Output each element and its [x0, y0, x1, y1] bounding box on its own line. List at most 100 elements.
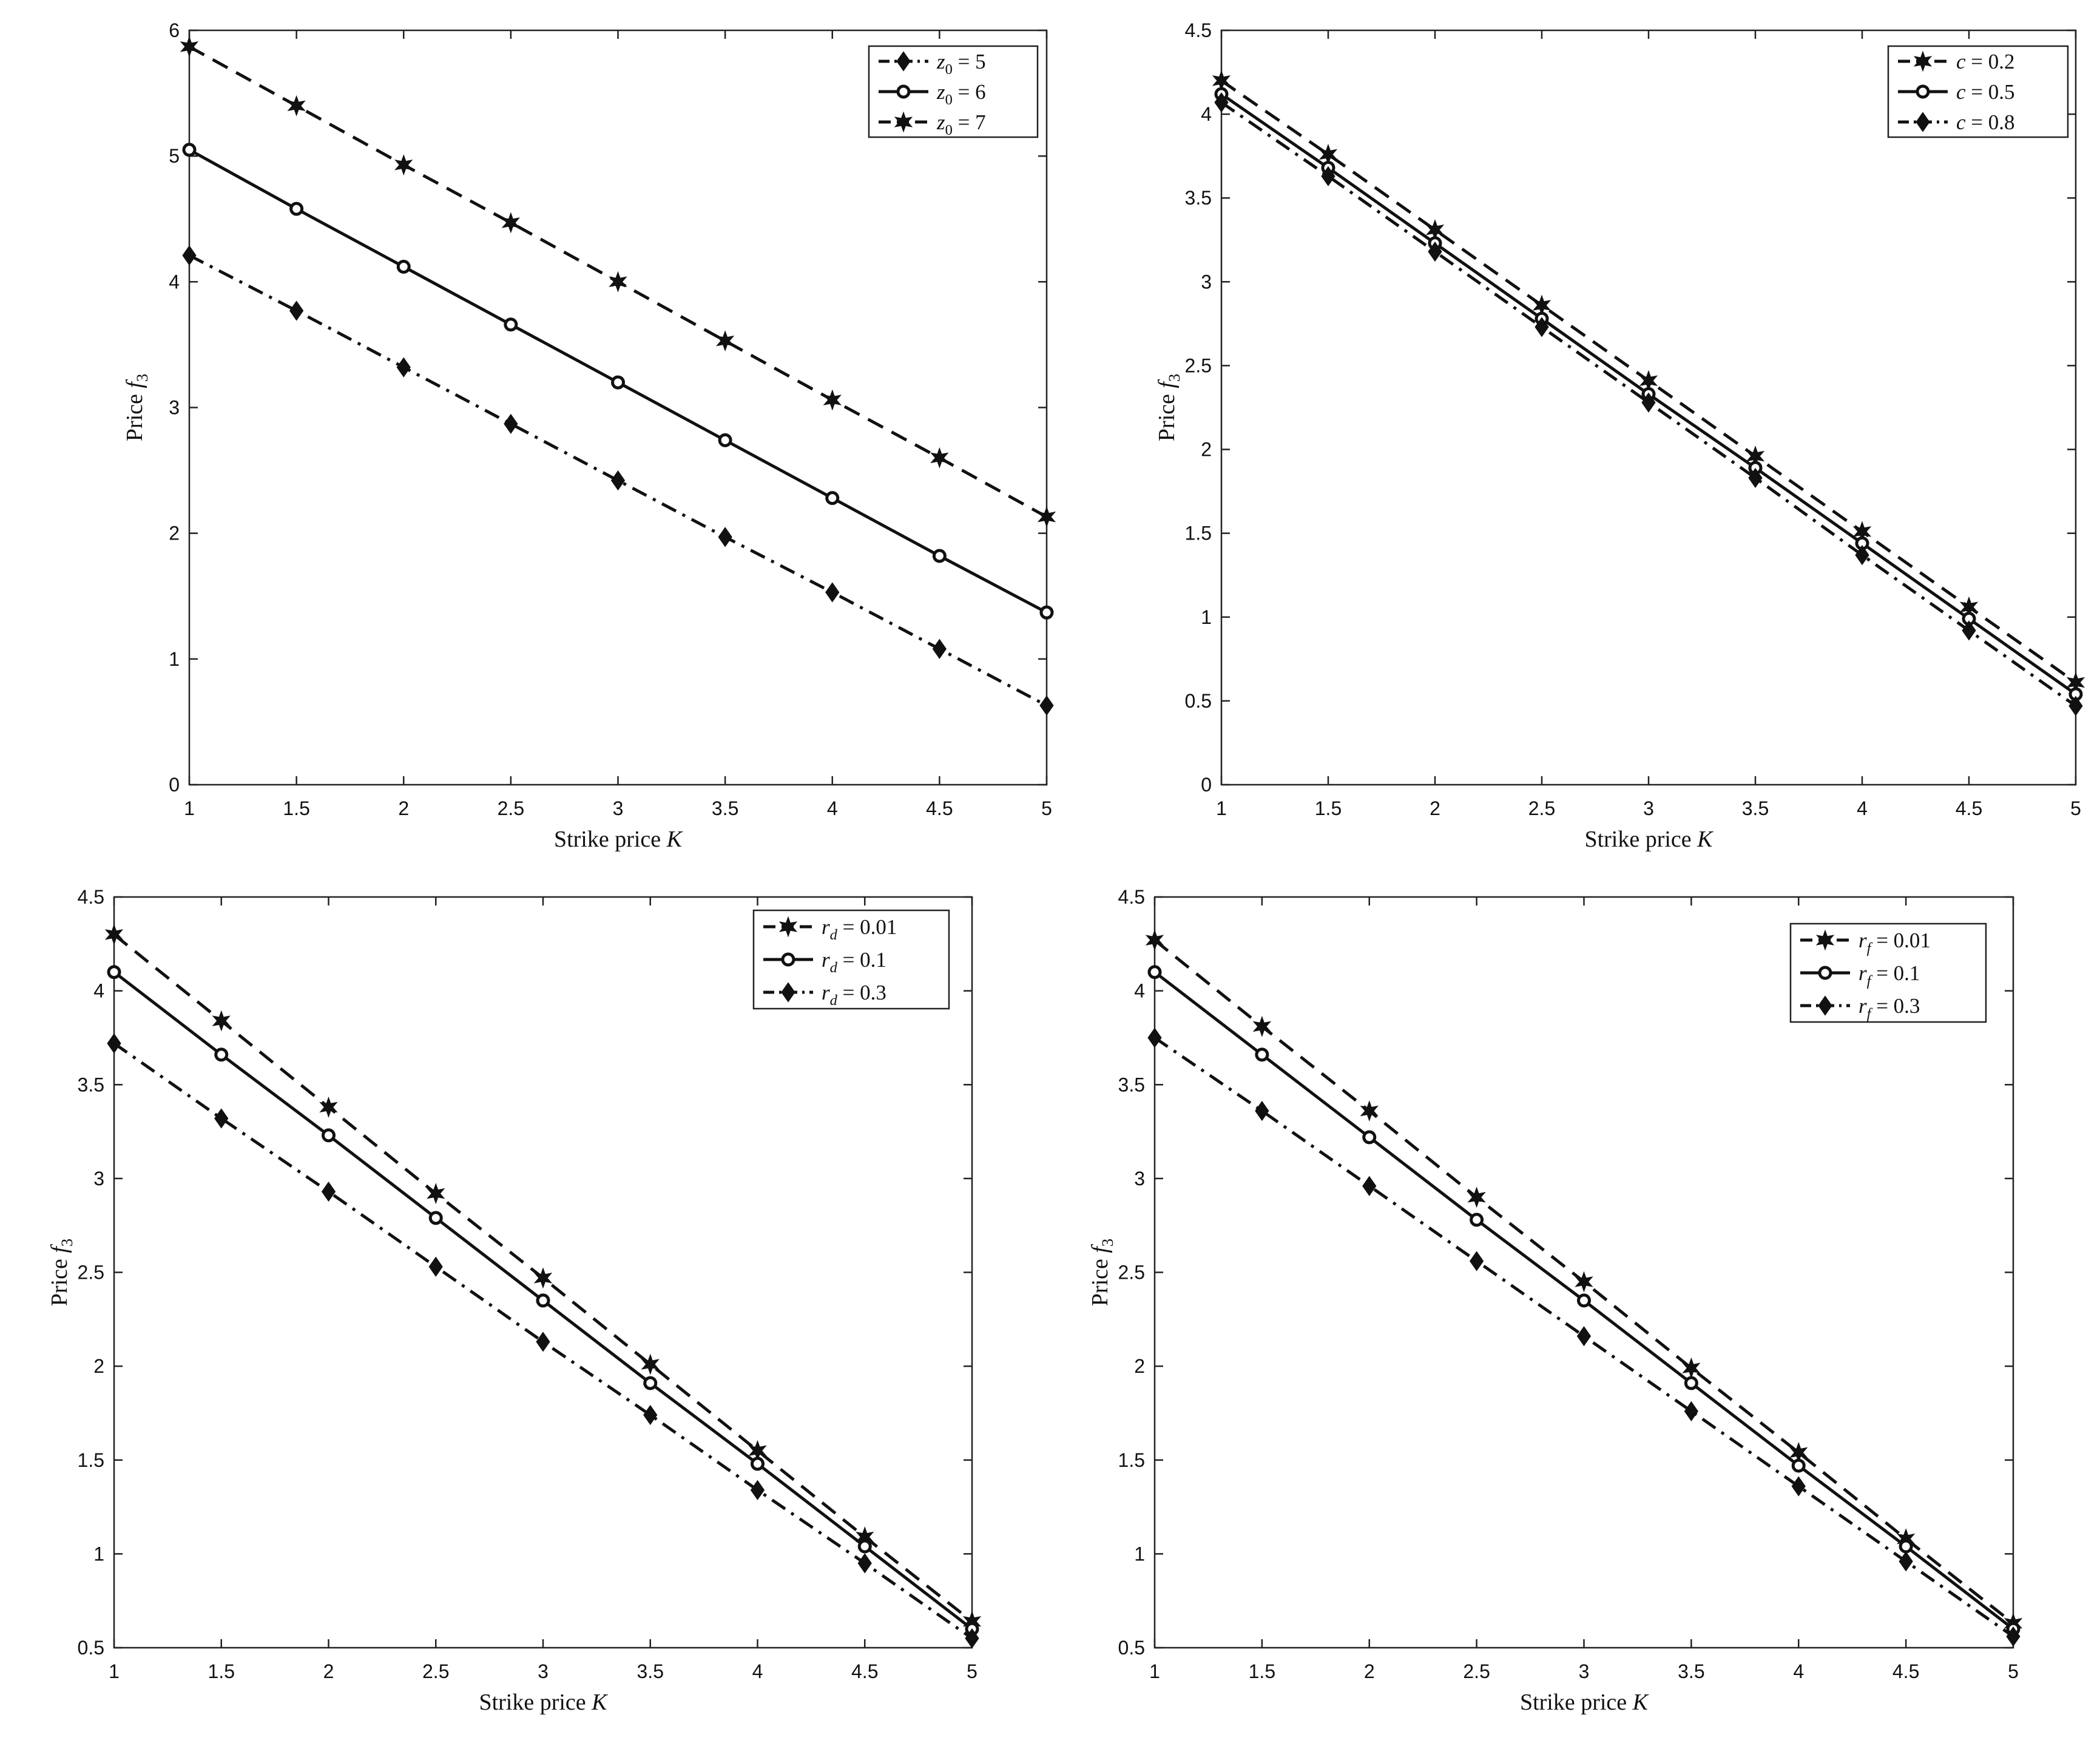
data-point-circle — [1899, 1539, 1913, 1554]
data-point-diamond — [214, 1108, 229, 1129]
x-tick-label: 3 — [613, 797, 624, 819]
y-tick-label: 3 — [1201, 271, 1212, 293]
x-tick-label: 2 — [398, 797, 409, 819]
data-point-star — [212, 1010, 231, 1032]
data-point-star — [930, 447, 949, 469]
x-tick-label: 5 — [967, 1660, 977, 1682]
data-point-diamond — [428, 1256, 443, 1277]
y-tick-label: 4.5 — [78, 886, 104, 908]
y-tick-label: 5 — [169, 145, 180, 167]
legend-label: c = 0.5 — [1956, 80, 2015, 104]
y-tick-label: 1 — [93, 1543, 104, 1565]
data-point-diamond — [1534, 317, 1549, 337]
x-tick-label: 2.5 — [1528, 797, 1555, 819]
legend-marker-diamond — [1818, 995, 1832, 1016]
y-tick-label: 3 — [169, 397, 180, 419]
data-point-star — [1467, 1186, 1486, 1208]
data-point-star — [427, 1183, 445, 1205]
x-tick-label: 1 — [1149, 1660, 1160, 1682]
legend-marker-circle — [781, 952, 795, 967]
data-point-circle — [643, 1376, 658, 1390]
y-tick-label: 0 — [169, 774, 180, 796]
data-point-diamond — [1855, 544, 1869, 566]
y-tick-label: 2 — [1134, 1355, 1145, 1377]
data-point-circle — [825, 491, 840, 506]
data-point-star — [1037, 506, 1056, 528]
y-tick-label: 3.5 — [1118, 1074, 1145, 1095]
y-axis-label: Price f3 — [1154, 374, 1183, 441]
x-tick-label: 5 — [2008, 1660, 2019, 1682]
series-line — [1220, 101, 2077, 708]
series-circle-solid — [1147, 965, 2021, 1636]
legend-marker-diamond — [1916, 112, 1930, 132]
x-axis-label: Strike price K — [1584, 827, 1713, 852]
data-point-circle — [611, 375, 625, 390]
data-point-circle — [322, 1128, 336, 1143]
legend-label: z0 = 7 — [936, 110, 986, 138]
x-tick-label: 4.5 — [926, 797, 953, 819]
legend-label: c = 0.8 — [1956, 110, 2015, 134]
y-tick-label: 6 — [169, 19, 180, 41]
x-tick-label: 4.5 — [1892, 1660, 1919, 1682]
data-point-diamond — [182, 245, 197, 266]
x-tick-label: 1.5 — [283, 797, 309, 819]
y-tick-label: 3.5 — [1185, 187, 1212, 209]
x-axis-label: Strike price K — [479, 1690, 608, 1715]
legend-marker-circle — [1916, 84, 1930, 99]
legend-label: z0 = 6 — [936, 80, 986, 108]
chart-panel-c: 1 1.5 2 2.5 3 3.5 4 4.5 5 0 0.5 1 1.5 2 2.5 3 3.5 4 4.5 Str… — [1154, 19, 2085, 852]
x-tick-label: 4 — [752, 1660, 763, 1682]
data-point-circle — [428, 1211, 443, 1225]
data-point-diamond — [932, 638, 947, 659]
x-tick-label: 3.5 — [637, 1660, 664, 1682]
data-point-diamond — [536, 1332, 550, 1352]
data-point-diamond — [965, 1628, 979, 1649]
data-point-diamond — [504, 413, 518, 435]
x-tick-label: 4 — [1793, 1660, 1804, 1682]
data-point-circle — [1362, 1130, 1377, 1145]
legend-marker-star — [1913, 50, 1933, 72]
legend-marker-circle — [896, 84, 911, 99]
data-point-star — [533, 1267, 553, 1289]
x-tick-label: 3 — [538, 1660, 549, 1682]
x-tick-label: 4 — [1857, 797, 1868, 819]
y-tick-label: 1.5 — [1185, 523, 1212, 544]
chart-panel-rd: 1 1.5 2 2.5 3 3.5 4 4.5 50.511.522.533.544.5Stri… — [47, 886, 982, 1715]
series-circle-solid — [182, 143, 1054, 620]
y-axis-label: Price f3 — [122, 374, 151, 441]
data-point-diamond — [1641, 392, 1656, 413]
data-point-star — [394, 154, 413, 176]
data-point-diamond — [1684, 1401, 1699, 1421]
y-axis-label: Price f3 — [47, 1239, 76, 1306]
y-tick-label: 1 — [1201, 606, 1212, 628]
data-point-diamond — [1899, 1551, 1913, 1572]
y-tick-label: 4 — [169, 271, 180, 293]
y-tick-label: 4 — [1134, 980, 1145, 1002]
data-point-circle — [1039, 605, 1054, 620]
x-tick-label: 2 — [1430, 797, 1440, 819]
y-axis-label: Price f3 — [1087, 1239, 1116, 1306]
y-tick-label: 2.5 — [1118, 1262, 1145, 1284]
data-point-circle — [1147, 965, 1162, 980]
data-point-diamond — [1962, 620, 1976, 641]
y-tick-label: 2.5 — [78, 1262, 104, 1284]
data-point-diamond — [1255, 1100, 1269, 1122]
legend-label: rd = 0.3 — [822, 981, 886, 1009]
data-point-diamond — [2006, 1626, 2021, 1647]
x-tick-label: 3.5 — [1742, 797, 1769, 819]
x-tick-label: 5 — [1041, 797, 1052, 819]
y-tick-label: 3 — [1134, 1168, 1145, 1190]
y-tick-label: 2.5 — [1185, 354, 1212, 376]
x-tick-label: 1.5 — [208, 1660, 235, 1682]
y-tick-label: 2 — [93, 1355, 104, 1377]
y-tick-label: 3 — [93, 1168, 104, 1190]
data-point-star — [287, 95, 306, 117]
data-point-diamond — [825, 582, 840, 603]
legend: z0 = 5z0 = 6z0 = 7 — [868, 45, 1039, 138]
legend-label: rd = 0.01 — [822, 915, 897, 943]
legend-marker-star — [894, 111, 913, 133]
data-point-circle — [932, 549, 947, 563]
data-point-circle — [504, 317, 518, 332]
data-point-star — [501, 212, 521, 234]
